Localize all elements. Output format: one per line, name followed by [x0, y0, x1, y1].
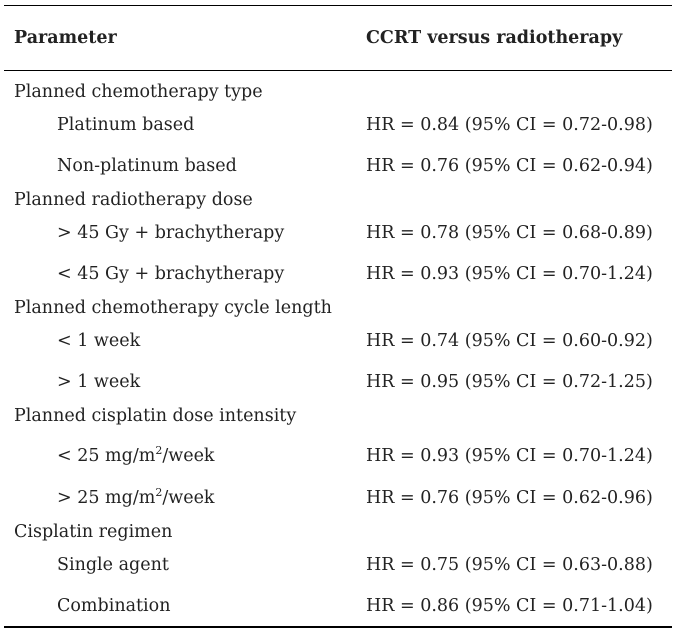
- table-row: Single agent HR = 0.75 (95% CI = 0.63-0.…: [4, 550, 672, 580]
- row-parameter: Combination: [57, 596, 171, 616]
- table-row: > 1 week HR = 0.95 (95% CI = 0.72-1.25): [4, 367, 672, 397]
- row-parameter: < 45 Gy + brachytherapy: [57, 264, 285, 284]
- row-parameter: Planned radiotherapy dose: [14, 190, 253, 210]
- table-row: < 45 Gy + brachytherapy HR = 0.93 (95% C…: [4, 259, 672, 289]
- table-row-group: Planned chemotherapy type: [4, 77, 672, 107]
- table-row: Non-platinum based HR = 0.76 (95% CI = 0…: [4, 151, 672, 181]
- table-bottom-rule: [4, 626, 672, 628]
- row-value: HR = 0.93 (95% CI = 0.70-1.24): [366, 446, 653, 466]
- row-parameter: Planned chemotherapy type: [14, 82, 263, 102]
- table-row: Platinum based HR = 0.84 (95% CI = 0.72-…: [4, 110, 672, 140]
- table-row: Combination HR = 0.86 (95% CI = 0.71-1.0…: [4, 591, 672, 621]
- row-parameter: Cisplatin regimen: [14, 522, 173, 542]
- row-parameter: > 45 Gy + brachytherapy: [57, 223, 285, 243]
- results-table: Parameter CCRT versus radiotherapy Plann…: [4, 5, 672, 628]
- row-parameter: Single agent: [57, 555, 169, 575]
- row-parameter: < 25 mg/m2/week: [57, 444, 215, 466]
- row-parameter: Non-platinum based: [57, 156, 237, 176]
- table-row-group: Cisplatin regimen: [4, 517, 672, 547]
- row-value: HR = 0.95 (95% CI = 0.72-1.25): [366, 372, 653, 392]
- row-parameter: Planned chemotherapy cycle length: [14, 298, 332, 318]
- header-parameter: Parameter: [14, 28, 117, 48]
- table-row: > 25 mg/m2/week HR = 0.76 (95% CI = 0.62…: [4, 483, 672, 513]
- row-value: HR = 0.93 (95% CI = 0.70-1.24): [366, 264, 653, 284]
- table-row: < 25 mg/m2/week HR = 0.93 (95% CI = 0.70…: [4, 441, 672, 471]
- row-parameter: < 1 week: [57, 331, 141, 351]
- row-value: HR = 0.84 (95% CI = 0.72-0.98): [366, 115, 653, 135]
- row-parameter: > 25 mg/m2/week: [57, 486, 215, 508]
- header-comparison: CCRT versus radiotherapy: [366, 28, 623, 48]
- table-top-rule: [4, 5, 672, 6]
- table-row: < 1 week HR = 0.74 (95% CI = 0.60-0.92): [4, 326, 672, 356]
- row-value: HR = 0.76 (95% CI = 0.62-0.94): [366, 156, 653, 176]
- row-parameter: Planned cisplatin dose intensity: [14, 406, 297, 426]
- row-value: HR = 0.76 (95% CI = 0.62-0.96): [366, 488, 653, 508]
- table-row-group: Planned chemotherapy cycle length: [4, 293, 672, 323]
- row-value: HR = 0.78 (95% CI = 0.68-0.89): [366, 223, 653, 243]
- table-row-group: Planned cisplatin dose intensity: [4, 401, 672, 431]
- header-rule: [4, 70, 672, 71]
- table-row: > 45 Gy + brachytherapy HR = 0.78 (95% C…: [4, 218, 672, 248]
- row-value: HR = 0.74 (95% CI = 0.60-0.92): [366, 331, 653, 351]
- row-parameter: Platinum based: [57, 115, 195, 135]
- row-value: HR = 0.86 (95% CI = 0.71-1.04): [366, 596, 653, 616]
- row-parameter: > 1 week: [57, 372, 141, 392]
- row-value: HR = 0.75 (95% CI = 0.63-0.88): [366, 555, 653, 575]
- table-row-group: Planned radiotherapy dose: [4, 185, 672, 215]
